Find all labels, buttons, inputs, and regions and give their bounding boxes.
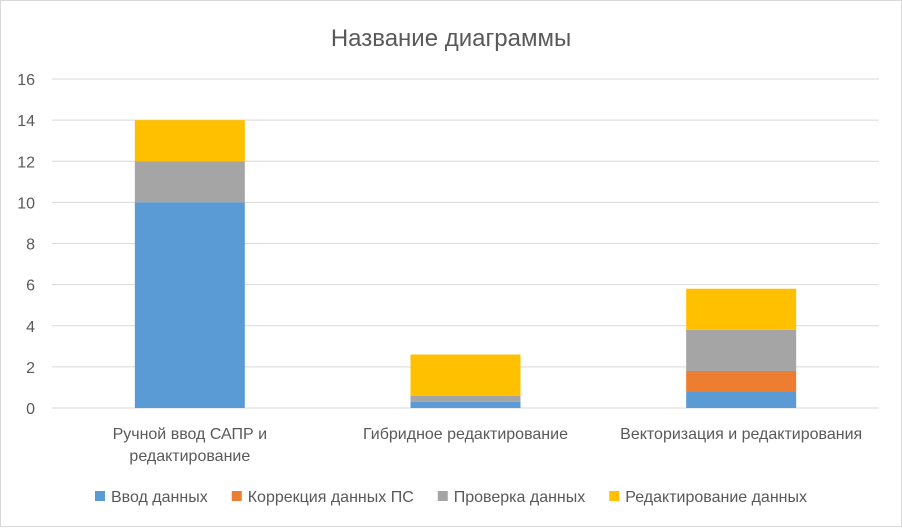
- legend-label: Ввод данных: [111, 489, 208, 506]
- y-tick-label: 0: [26, 401, 35, 418]
- legend-item: Проверка данных: [437, 489, 586, 506]
- x-tick-label: Гибридное редактирование: [363, 426, 568, 443]
- bar-segment: [410, 354, 521, 396]
- bar-segment: [686, 329, 797, 371]
- y-tick-label: 6: [26, 278, 35, 295]
- y-tick-label: 14: [17, 113, 35, 130]
- legend-label: Редактирование данных: [625, 489, 807, 506]
- x-tick-label: Векторизация и редактирования: [620, 426, 862, 443]
- bar-segment: [686, 370, 797, 392]
- y-tick-label: 16: [17, 72, 35, 89]
- x-axis: Ручной ввод САПР и редактирование Гибридно…: [113, 426, 863, 465]
- y-axis: 0 2 4 6 8 10 12 14 16: [17, 72, 35, 418]
- x-tick-label: Ручной ввод САПР и: [113, 426, 268, 443]
- y-tick-label: 12: [17, 154, 35, 171]
- bars: [134, 120, 797, 408]
- legend-swatch: [231, 491, 242, 501]
- legend: Ввод данных Коррекция данных ПС Проверка д…: [94, 489, 807, 506]
- bar-segment: [410, 401, 521, 408]
- y-tick-label: 10: [17, 195, 35, 212]
- legend-label: Проверка данных: [454, 489, 586, 506]
- bar-segment: [134, 161, 245, 203]
- legend-swatch: [437, 491, 448, 501]
- y-tick-label: 2: [26, 360, 35, 377]
- chart-title: Название диаграммы: [331, 25, 571, 52]
- legend-item: Коррекция данных ПС: [231, 489, 414, 506]
- bar-segment: [686, 288, 797, 330]
- y-tick-label: 8: [26, 237, 35, 254]
- legend-item: Редактирование данных: [609, 489, 807, 506]
- legend-swatch: [609, 491, 620, 501]
- bar-segment: [134, 120, 245, 162]
- y-tick-label: 4: [26, 319, 35, 336]
- legend-item: Ввод данных: [94, 489, 208, 506]
- legend-label: Коррекция данных ПС: [248, 489, 414, 506]
- legend-swatch: [94, 491, 105, 501]
- bar-segment: [686, 391, 797, 408]
- x-tick-label: редактирование: [129, 448, 250, 465]
- bar-segment: [410, 395, 521, 402]
- bar-segment: [134, 202, 245, 408]
